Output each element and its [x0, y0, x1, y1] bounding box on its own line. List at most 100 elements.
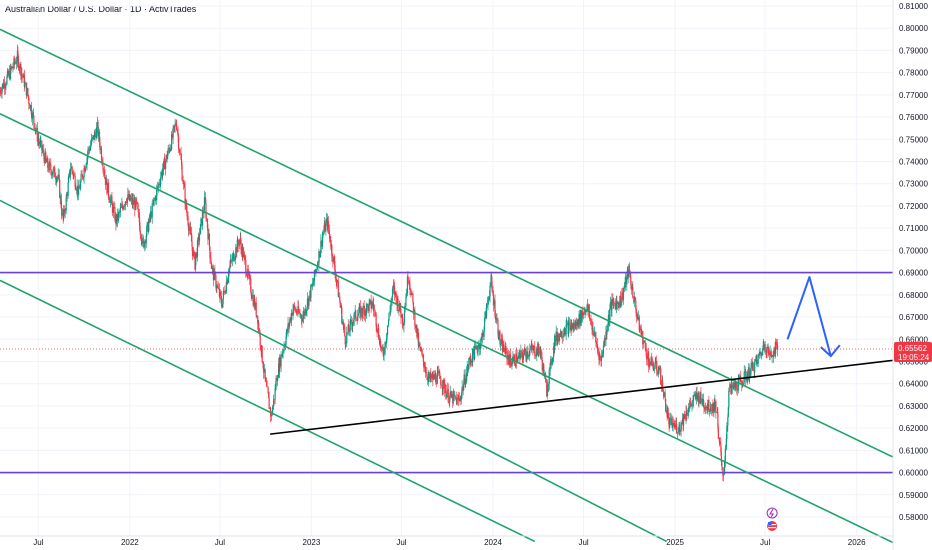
- candle-body: [242, 246, 244, 258]
- candle-body: [371, 306, 373, 308]
- candle-body: [240, 237, 242, 245]
- candle-body: [584, 310, 586, 314]
- candle-body: [614, 303, 616, 310]
- candle-body: [543, 364, 545, 376]
- candle-body: [461, 386, 463, 393]
- candle-body: [114, 206, 116, 221]
- candle-body: [250, 291, 252, 296]
- time-axis[interactable]: Jul 2022 Jul 2023 Jul 2024 Jul 2025 Jul 2026: [0, 535, 893, 547]
- candle-body: [215, 275, 217, 288]
- candle-body: [160, 171, 162, 178]
- price-axis[interactable]: 0.81000 0.80000 0.79000 0.78000 0.77000 0.760…: [892, 0, 932, 550]
- candle-body: [204, 197, 207, 204]
- candle-body: [139, 231, 141, 235]
- y-tick-label: 0.59000: [899, 491, 928, 500]
- candle-body: [443, 379, 445, 384]
- candle-body: [3, 82, 6, 89]
- candle-body: [588, 309, 591, 319]
- candle-body: [115, 214, 117, 225]
- candle-body: [265, 378, 267, 382]
- candle-body: [280, 354, 282, 367]
- candle-body: [584, 310, 587, 312]
- candle-body: [669, 419, 671, 428]
- candle-body: [271, 414, 273, 417]
- candle-body: [723, 467, 725, 475]
- candle-body: [586, 305, 588, 312]
- candle-body: [568, 322, 570, 335]
- candle-body: [277, 377, 279, 381]
- candle-body: [606, 329, 608, 335]
- candle-body: [707, 399, 709, 410]
- candle-body: [206, 218, 209, 229]
- y-tick-label: 0.79000: [899, 46, 928, 55]
- candle-body: [352, 322, 354, 327]
- candle-body: [483, 329, 485, 337]
- candle-body: [32, 112, 34, 116]
- candle-body: [305, 310, 308, 314]
- candle-body: [662, 381, 664, 392]
- candle-body: [148, 221, 150, 232]
- candle-body: [199, 224, 202, 235]
- candle-body: [724, 460, 726, 468]
- candle-body: [183, 183, 186, 188]
- candle-body: [623, 288, 625, 292]
- candle-body: [81, 175, 84, 178]
- candle-body: [169, 149, 171, 152]
- candle-body: [656, 360, 658, 371]
- candle-body: [573, 325, 575, 329]
- candle-body: [372, 302, 374, 305]
- candle-body: [230, 260, 232, 262]
- candle-body: [339, 301, 341, 308]
- candle-body: [465, 381, 467, 385]
- candle-body: [689, 402, 691, 407]
- candle-body: [389, 311, 391, 313]
- candle-body: [167, 148, 169, 155]
- candle-body: [559, 333, 561, 337]
- candle-body: [59, 195, 61, 198]
- candle-body: [318, 251, 320, 266]
- candle-body: [255, 302, 257, 316]
- candle-body: [369, 299, 371, 301]
- candle-body: [268, 393, 270, 398]
- candle-body: [292, 305, 295, 310]
- candle-body: [708, 411, 711, 413]
- candle-body: [717, 412, 719, 428]
- candle-body: [712, 404, 714, 413]
- candle-body: [674, 424, 677, 428]
- candle-body: [750, 362, 752, 369]
- candle-body: [571, 323, 573, 330]
- candle-body: [736, 389, 738, 391]
- channel-line: [0, 28, 894, 458]
- candle-body: [355, 318, 357, 320]
- candle-body: [447, 388, 449, 403]
- candle-body: [373, 304, 375, 311]
- candle-body: [165, 154, 167, 161]
- event-icons[interactable]: [766, 507, 778, 531]
- x-tick-label: Jul: [578, 538, 588, 547]
- x-tick-label: Jul: [396, 538, 406, 547]
- candle-body: [238, 240, 240, 246]
- candle-body: [313, 280, 315, 284]
- candle-body: [504, 346, 507, 354]
- candle-body: [680, 422, 683, 425]
- candle-body: [428, 374, 430, 379]
- lightning-icon[interactable]: [766, 507, 778, 519]
- candle-body: [376, 329, 378, 333]
- candle-body: [17, 56, 20, 69]
- candle-body: [146, 226, 148, 237]
- candle-body: [210, 263, 213, 269]
- candle-body: [364, 307, 366, 316]
- candle-body: [162, 169, 164, 176]
- candle-body: [700, 392, 702, 400]
- candle-body: [278, 356, 281, 372]
- candle-body: [236, 239, 238, 253]
- drawing-annotations[interactable]: [0, 28, 894, 544]
- candle-body: [66, 194, 68, 196]
- candle-body: [672, 426, 674, 428]
- candle-body: [750, 368, 752, 377]
- candle-body: [358, 313, 360, 316]
- y-tick-label: 0.63000: [899, 402, 928, 411]
- candle-body: [52, 173, 54, 175]
- candle-body: [174, 126, 176, 127]
